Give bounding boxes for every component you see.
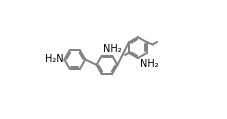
Text: H₂N: H₂N: [45, 55, 63, 64]
Text: NH₂: NH₂: [104, 44, 122, 54]
Text: NH₂: NH₂: [140, 59, 159, 69]
